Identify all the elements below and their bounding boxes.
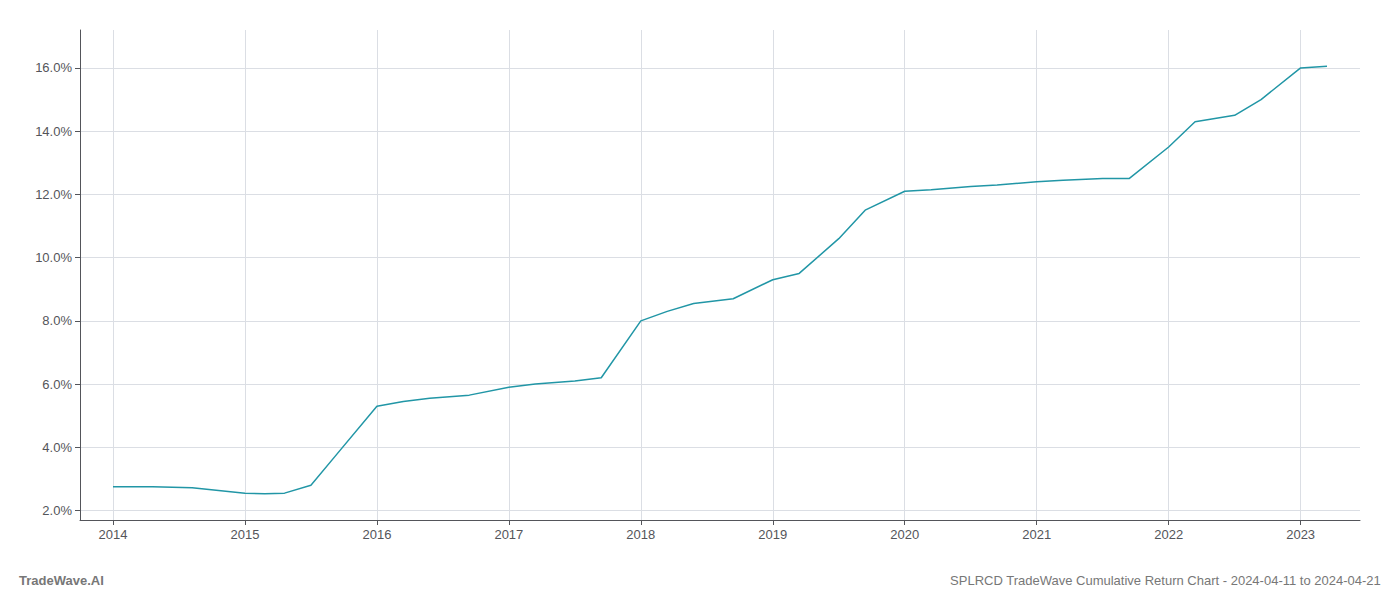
svg-text:2016: 2016 <box>362 527 391 542</box>
svg-text:12.0%: 12.0% <box>35 187 72 202</box>
svg-text:2.0%: 2.0% <box>42 503 72 518</box>
svg-text:4.0%: 4.0% <box>42 440 72 455</box>
svg-text:2018: 2018 <box>626 527 655 542</box>
svg-text:2022: 2022 <box>1154 527 1183 542</box>
svg-text:14.0%: 14.0% <box>35 124 72 139</box>
svg-text:2020: 2020 <box>890 527 919 542</box>
svg-text:16.0%: 16.0% <box>35 60 72 75</box>
svg-text:8.0%: 8.0% <box>42 313 72 328</box>
svg-text:6.0%: 6.0% <box>42 377 72 392</box>
svg-text:2021: 2021 <box>1022 527 1051 542</box>
svg-text:2014: 2014 <box>99 527 128 542</box>
svg-text:10.0%: 10.0% <box>35 250 72 265</box>
svg-text:SPLRCD TradeWave Cumulative Re: SPLRCD TradeWave Cumulative Return Chart… <box>950 573 1381 588</box>
svg-text:2017: 2017 <box>494 527 523 542</box>
svg-text:2019: 2019 <box>758 527 787 542</box>
svg-text:2015: 2015 <box>230 527 259 542</box>
svg-text:TradeWave.AI: TradeWave.AI <box>19 573 104 588</box>
svg-text:2023: 2023 <box>1286 527 1315 542</box>
